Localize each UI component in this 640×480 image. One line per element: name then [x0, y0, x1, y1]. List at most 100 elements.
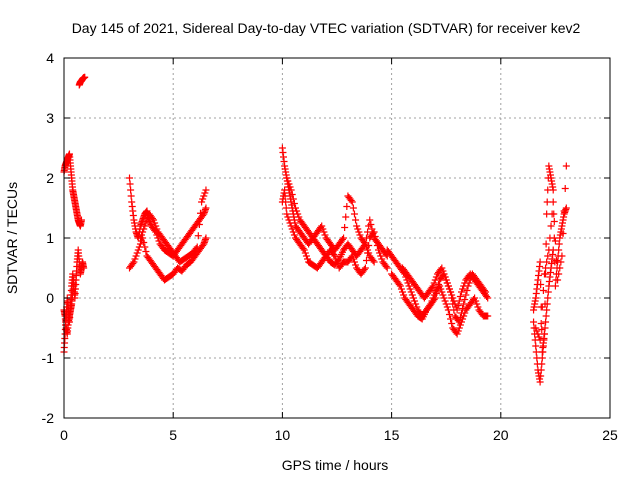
data-point [193, 243, 201, 251]
data-point [282, 198, 290, 206]
data-point [556, 264, 564, 272]
data-point [134, 246, 142, 254]
data-point [466, 276, 474, 284]
data-point [438, 288, 446, 296]
data-point [538, 303, 546, 311]
data-point [377, 252, 385, 260]
data-point [534, 330, 542, 338]
data-point [150, 216, 158, 224]
data-point [542, 318, 550, 326]
data-point [448, 294, 456, 302]
data-point [202, 204, 210, 212]
data-point [70, 276, 78, 284]
data-point [283, 210, 291, 218]
data-point [376, 249, 384, 257]
data-point [428, 297, 436, 305]
data-point [550, 218, 558, 225]
data-point [395, 281, 403, 288]
data-point [352, 261, 360, 269]
chart-title: Day 145 of 2021, Sidereal Day-to-day VTE… [72, 20, 581, 36]
data-point [288, 225, 296, 233]
data-point [405, 282, 413, 290]
data-point [289, 228, 297, 236]
data-point [373, 242, 381, 249]
data-point [200, 192, 208, 200]
data-point [365, 249, 373, 257]
data-point [441, 297, 449, 305]
data-point [347, 197, 355, 204]
data-point [449, 300, 457, 308]
data-point [541, 324, 549, 332]
data-point [399, 288, 407, 296]
data-point [370, 228, 378, 236]
data-point [202, 234, 210, 242]
data-point [290, 231, 298, 239]
data-point [356, 231, 364, 239]
data-point [136, 234, 144, 242]
data-point [484, 312, 492, 320]
data-point [430, 291, 438, 299]
data-point [364, 228, 372, 236]
data-point [543, 198, 551, 206]
data-point [530, 318, 538, 326]
data-point [318, 222, 326, 230]
data-point [192, 245, 200, 252]
data-point [198, 198, 206, 206]
data-point [130, 258, 138, 266]
data-point [453, 330, 461, 338]
data-point [131, 255, 139, 263]
data-point [202, 186, 210, 194]
data-point [396, 282, 404, 290]
data-point [201, 189, 209, 197]
data-point [371, 233, 379, 240]
data-point [349, 255, 357, 263]
data-point [284, 177, 292, 185]
data-point [362, 243, 370, 251]
data-point [474, 303, 482, 311]
data-point [532, 348, 540, 356]
data-point [551, 237, 559, 245]
data-point [463, 287, 471, 294]
data-point [432, 273, 440, 281]
data-point [557, 258, 565, 266]
y-tick-label: 2 [46, 170, 54, 186]
data-point [533, 327, 541, 335]
data-point [537, 320, 545, 327]
data-point [289, 195, 297, 203]
data-point [367, 221, 375, 228]
y-tick-label: -1 [42, 350, 55, 366]
data-point [540, 330, 548, 338]
data-point [126, 174, 134, 182]
data-point [295, 213, 303, 221]
data-point [153, 225, 161, 233]
y-axis-label: SDTVAR / TECUs [4, 182, 20, 294]
data-point [454, 327, 462, 335]
data-point [480, 287, 488, 294]
y-tick-label: 4 [46, 50, 54, 66]
data-point [126, 180, 134, 188]
data-point [545, 246, 553, 254]
data-point [286, 219, 294, 227]
data-point [299, 245, 307, 252]
data-point [447, 315, 455, 323]
data-point [80, 264, 88, 272]
data-point [138, 231, 146, 239]
data-point [537, 281, 545, 288]
data-point [471, 294, 479, 302]
x-tick-labels: 0 5 10 15 20 25 [60, 427, 618, 443]
data-point [408, 291, 416, 299]
data-point [343, 203, 351, 210]
data-point [429, 282, 437, 290]
data-point [199, 195, 207, 203]
data-point [141, 222, 149, 230]
y-tick-label: 3 [46, 110, 54, 126]
x-tick-label: 25 [602, 427, 618, 443]
data-point [454, 302, 462, 309]
data-point [426, 302, 434, 309]
data-point [544, 288, 552, 296]
data-point [552, 257, 560, 264]
data-point [462, 291, 470, 299]
data-point [538, 360, 546, 368]
data-point [427, 300, 435, 308]
data-point [546, 234, 554, 242]
